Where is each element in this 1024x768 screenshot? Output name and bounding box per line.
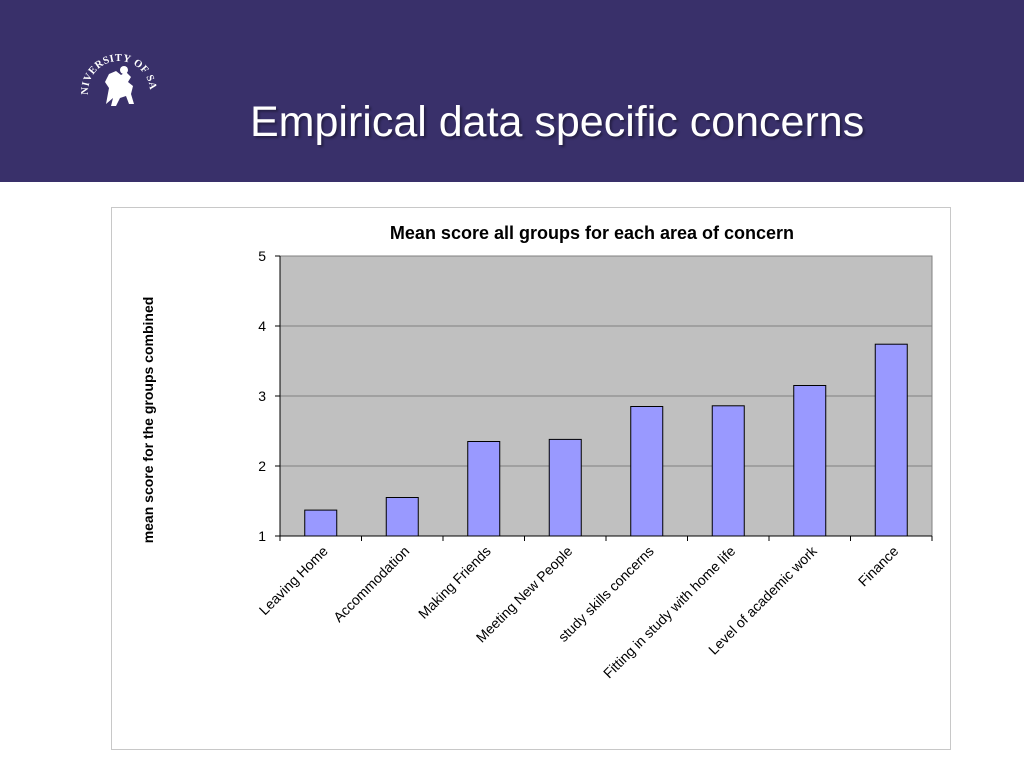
- slide-header: THE UNIVERSITY OF SALFORD Empirical data…: [0, 0, 1024, 182]
- y-axis-label: mean score for the groups combined: [140, 297, 156, 544]
- chart-frame: Mean score all groups for each area of c…: [111, 207, 951, 750]
- bar-level-of-academic-work: [793, 385, 827, 537]
- chart-title: Mean score all groups for each area of c…: [390, 223, 794, 243]
- y-tick-label: 3: [258, 388, 266, 404]
- x-category-label: Finance: [855, 543, 902, 590]
- y-tick-label: 4: [258, 318, 266, 334]
- bar-meeting-new-people: [548, 438, 582, 537]
- x-category-label: Accommodation: [330, 543, 412, 625]
- x-category-label: Leaving Home: [256, 543, 331, 618]
- x-category-label: Fitting in study with home life: [600, 543, 739, 682]
- bar-accommodation: [385, 497, 419, 537]
- bar-study-skills-concerns: [630, 406, 664, 537]
- bar-chart: Mean score all groups for each area of c…: [140, 223, 933, 682]
- bar-fitting-in-study-with-home-life: [711, 405, 745, 537]
- bar-making-friends: [467, 441, 501, 537]
- bar-finance: [874, 343, 908, 537]
- university-crest-icon: THE UNIVERSITY OF SALFORD: [76, 44, 158, 106]
- x-category-label: Making Friends: [415, 543, 494, 622]
- y-tick-label: 1: [258, 528, 266, 544]
- y-tick-label: 2: [258, 458, 266, 474]
- slide-title: Empirical data specific concerns: [250, 98, 865, 146]
- bar-leaving-home: [304, 509, 338, 537]
- y-tick-label: 5: [258, 248, 266, 264]
- lion-icon: [105, 66, 134, 106]
